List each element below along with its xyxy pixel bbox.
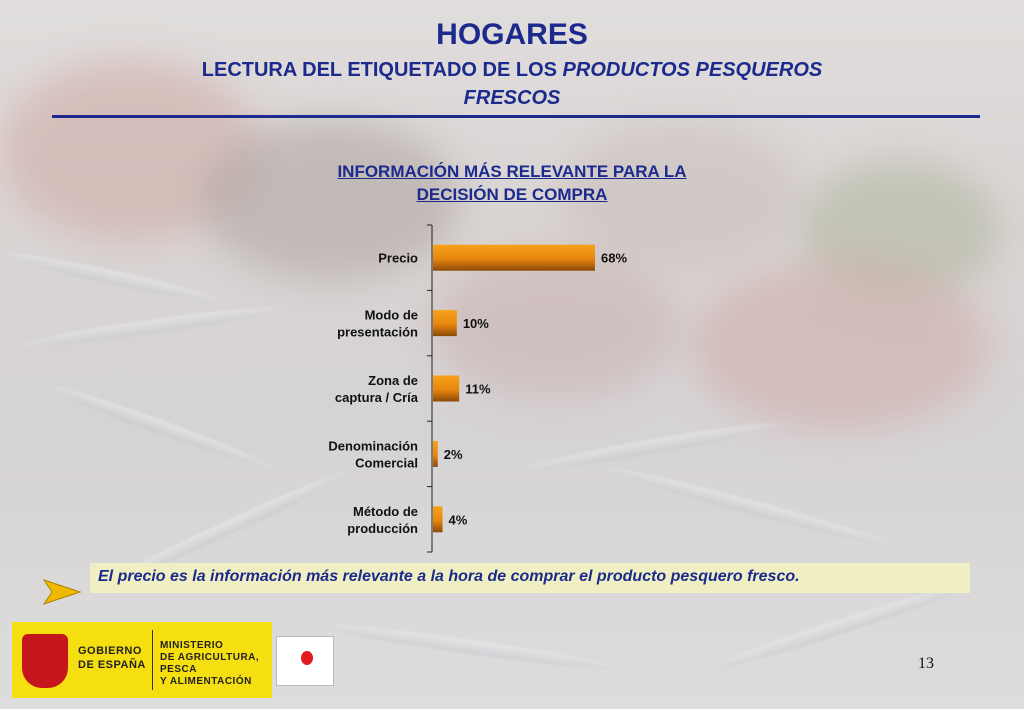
data-label: 68% (601, 251, 627, 266)
bar (433, 375, 460, 402)
ministerio-line3: Y ALIMENTACIÓN (160, 676, 252, 687)
gobierno-line1: GOBIERNO (78, 645, 142, 657)
bar (433, 506, 443, 533)
coat-of-arms-icon (22, 634, 68, 688)
gobierno-text: GOBIERNO DE ESPAÑA (78, 644, 146, 672)
gobierno-logo: GOBIERNO DE ESPAÑA MINISTERIO DE AGRICUL… (12, 622, 272, 698)
arrow-bullet-icon (42, 579, 82, 605)
title-divider (52, 115, 980, 118)
data-label: 10% (463, 316, 489, 331)
data-label: 11% (465, 382, 491, 397)
ministerio-line2: DE AGRICULTURA, PESCA (160, 652, 260, 675)
page-title: HOGARES (436, 18, 588, 51)
bar (433, 244, 595, 271)
category-label: Modo de (365, 308, 418, 323)
bar (433, 440, 438, 467)
gobierno-line2: DE ESPAÑA (78, 659, 146, 671)
bar (433, 310, 457, 337)
category-label: producción (347, 521, 418, 536)
section-title-line1: INFORMACIÓN MÁS RELEVANTE PARA LA (337, 162, 687, 181)
page-subtitle: LECTURA DEL ETIQUETADO DE LOS PRODUCTOS … (0, 56, 1024, 112)
subtitle-italic: PRODUCTOS PESQUEROS (562, 59, 823, 81)
category-label: Zona de (368, 373, 418, 388)
data-label: 2% (444, 447, 463, 462)
category-label: captura / Cría (335, 390, 419, 405)
ministerio-line1: MINISTERIO (160, 640, 224, 651)
conclusion-note: El precio es la información más relevant… (90, 563, 970, 593)
data-label: 4% (449, 512, 468, 527)
from-logo (276, 636, 334, 686)
logo-divider (152, 630, 153, 690)
category-label: Precio (378, 251, 418, 266)
category-label: Denominación (328, 438, 418, 453)
category-label: Comercial (355, 455, 418, 470)
section-title: INFORMACIÓN MÁS RELEVANTE PARA LA DECISI… (0, 160, 1024, 206)
section-title-line2: DECISIÓN DE COMPRA (416, 185, 608, 204)
conclusion-text: El precio es la información más relevant… (98, 568, 800, 585)
subtitle-plain: LECTURA DEL ETIQUETADO DE LOS (201, 59, 563, 81)
category-label: Método de (353, 504, 418, 519)
page-number: 13 (918, 655, 934, 672)
subtitle-italic-line2: FRESCOS (463, 87, 561, 109)
category-label: presentación (337, 325, 418, 340)
ministerio-text: MINISTERIO DE AGRICULTURA, PESCA Y ALIME… (160, 640, 272, 688)
